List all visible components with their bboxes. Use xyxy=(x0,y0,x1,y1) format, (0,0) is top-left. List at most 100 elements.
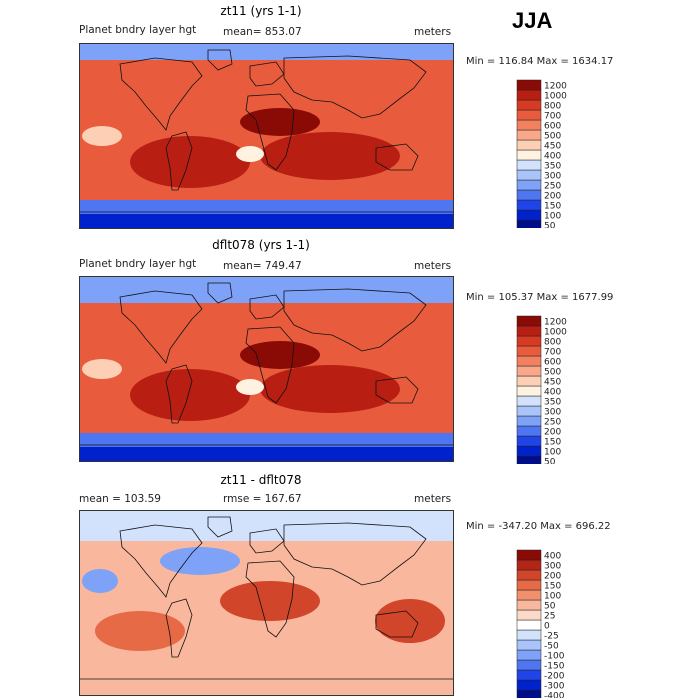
colorbar-3-swatch xyxy=(516,689,542,698)
colorbar-2-label: 300 xyxy=(544,408,561,418)
colorbar-3-label: 100 xyxy=(544,592,561,602)
map-3-positive-region xyxy=(220,581,320,621)
colorbar-1-label: 50 xyxy=(544,222,556,229)
map-2-coastline-greenland xyxy=(207,282,233,304)
panel2-minmax: Min = 105.37 Max = 1677.99 xyxy=(466,292,614,303)
map-1-coastline-europe xyxy=(249,61,285,87)
map-1-high-region xyxy=(240,108,320,136)
colorbar-1-swatch xyxy=(516,119,542,131)
colorbar-3-label: -400 xyxy=(544,692,565,699)
colorbar-3-label: -25 xyxy=(544,632,559,642)
map-1-low-region xyxy=(82,126,122,146)
panel1-mean: mean= 853.07 xyxy=(223,26,302,38)
panel2-units: meters xyxy=(414,260,452,272)
colorbar-1-label: 600 xyxy=(544,122,561,132)
colorbar-1-label: 800 xyxy=(544,102,561,112)
colorbar-3-swatch xyxy=(516,579,542,591)
map-1-coastline-greenland xyxy=(207,49,233,71)
colorbar-1-swatch xyxy=(516,199,542,211)
colorbar-1-swatch xyxy=(516,209,542,221)
panel1-variable: Planet bndry layer hgt xyxy=(79,24,197,36)
colorbar-2-swatch xyxy=(516,375,542,387)
colorbar-1-swatch xyxy=(516,169,542,181)
colorbar-3-swatch xyxy=(516,639,542,651)
map-1-coastline-africa xyxy=(245,93,295,171)
panel1-minmax: Min = 116.84 Max = 1634.17 xyxy=(466,56,614,67)
colorbar-1-label: 700 xyxy=(544,112,561,122)
colorbar-1-label: 250 xyxy=(544,182,561,192)
map-3-coastline-australia xyxy=(375,610,419,638)
map-3-coastline-asia xyxy=(283,522,427,586)
map-3-coastline-europe xyxy=(249,528,285,554)
colorbar-2-label: 450 xyxy=(544,378,561,388)
colorbar-3-swatch xyxy=(516,659,542,671)
colorbar-2-swatch xyxy=(516,455,542,464)
colorbar-2-label: 800 xyxy=(544,338,561,348)
map-2-coastline-northAmerica xyxy=(119,290,203,364)
panel2-variable: Planet bndry layer hgt xyxy=(79,258,197,270)
map-3-coastline-greenland xyxy=(207,516,233,538)
map-1-coastline-northAmerica xyxy=(119,57,203,131)
colorbar-3-label: 150 xyxy=(544,582,561,592)
map-1-coastline-australia xyxy=(375,143,419,171)
colorbar-2-label: 150 xyxy=(544,438,561,448)
map-3-antarctic-band xyxy=(80,679,453,695)
map-1-low-region xyxy=(236,146,264,162)
map-3-coastline-northAmerica xyxy=(119,524,203,598)
colorbar-2-swatch xyxy=(516,435,542,447)
map-3-coastline-southAmerica xyxy=(165,598,193,658)
panel3-colorbar: -400-300-200-150-100-50-2502550100150200… xyxy=(516,549,565,699)
colorbar-2-swatch xyxy=(516,395,542,407)
panel3-title: zt11 - dflt078 xyxy=(220,473,302,487)
map-1-high-region xyxy=(260,132,400,180)
colorbar-2-label: 500 xyxy=(544,368,561,378)
panel3-rmse: rmse = 167.67 xyxy=(223,493,302,505)
colorbar-2-label: 100 xyxy=(544,448,561,458)
colorbar-1-swatch xyxy=(516,219,542,228)
colorbar-2-swatch xyxy=(516,335,542,347)
colorbar-3-label: 0 xyxy=(544,622,550,632)
map-2-arctic-band xyxy=(80,277,453,303)
map-3-negative-region xyxy=(82,569,118,593)
colorbar-1-swatch xyxy=(516,139,542,151)
colorbar-3-label: 50 xyxy=(544,602,556,612)
map-2-high-region xyxy=(260,365,400,413)
map-3-negative-region xyxy=(160,547,240,575)
colorbar-3-swatch xyxy=(516,649,542,661)
colorbar-2-swatch xyxy=(516,405,542,417)
map-2-coastline-australia xyxy=(375,376,419,404)
panel3-map xyxy=(79,510,454,696)
map-2-coastline-europe xyxy=(249,294,285,320)
colorbar-2-swatch xyxy=(516,415,542,427)
colorbar-2-label: 600 xyxy=(544,358,561,368)
colorbar-1-swatch xyxy=(516,79,542,91)
colorbar-2-swatch xyxy=(516,345,542,357)
panel3-minmax: Min = -347.20 Max = 696.22 xyxy=(466,521,611,532)
colorbar-1-swatch xyxy=(516,159,542,171)
map-1-coastline-asia xyxy=(283,55,427,119)
map-2-antarctic-band xyxy=(80,447,453,461)
map-3-positive-region xyxy=(375,599,445,643)
map-2-coastline-africa xyxy=(245,326,295,404)
colorbar-3-label: -200 xyxy=(544,672,565,682)
colorbar-1-label: 350 xyxy=(544,162,561,172)
colorbar-3-swatch xyxy=(516,629,542,641)
colorbar-1-swatch xyxy=(516,149,542,161)
map-1-field xyxy=(80,44,453,228)
colorbar-1-label: 500 xyxy=(544,132,561,142)
colorbar-3-swatch xyxy=(516,599,542,611)
map-1-high-region xyxy=(130,136,250,188)
colorbar-3-swatch xyxy=(516,549,542,561)
colorbar-2-swatch xyxy=(516,385,542,397)
colorbar-1-label: 150 xyxy=(544,202,561,212)
panel2-mean: mean= 749.47 xyxy=(223,260,302,272)
colorbar-3-label: 200 xyxy=(544,572,561,582)
panel2-colorbar: 5010015020025030035040045050060070080010… xyxy=(516,315,567,464)
map-3-coastline-africa xyxy=(245,560,295,638)
map-2-high-region xyxy=(130,369,250,421)
colorbar-1-swatch xyxy=(516,179,542,191)
colorbar-1-label: 400 xyxy=(544,152,561,162)
colorbar-1-label: 300 xyxy=(544,172,561,182)
colorbar-2-swatch xyxy=(516,315,542,327)
colorbar-3-label: -100 xyxy=(544,652,565,662)
